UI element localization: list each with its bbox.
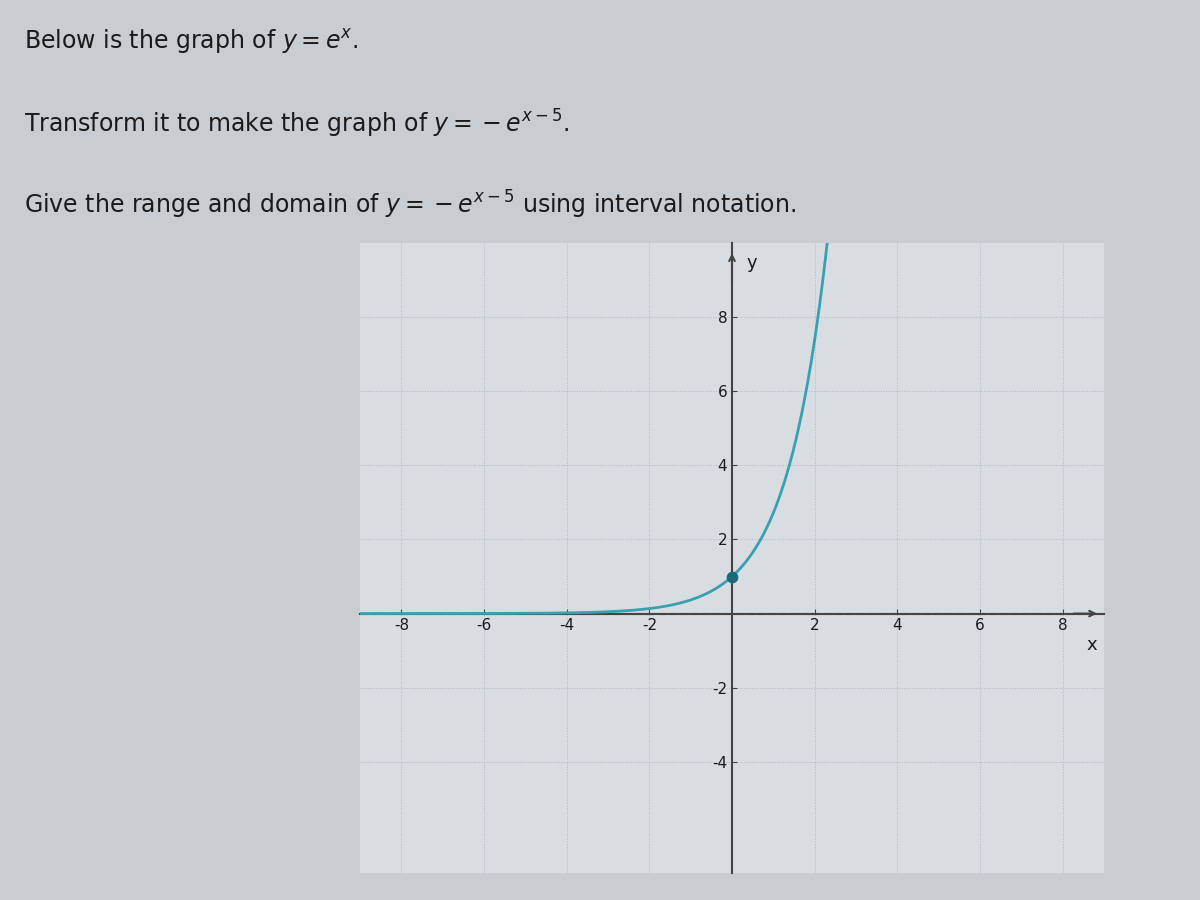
Text: Below is the graph of $y = e^x$.: Below is the graph of $y = e^x$.	[24, 27, 359, 56]
Text: Give the range and domain of $y = -e^{x-5}$ using interval notation.: Give the range and domain of $y = -e^{x-…	[24, 189, 797, 221]
Text: y: y	[746, 254, 757, 272]
Text: Transform it to make the graph of $y = -e^{x-5}$.: Transform it to make the graph of $y = -…	[24, 108, 570, 140]
Point	[722, 570, 742, 584]
Text: x: x	[1086, 635, 1097, 653]
